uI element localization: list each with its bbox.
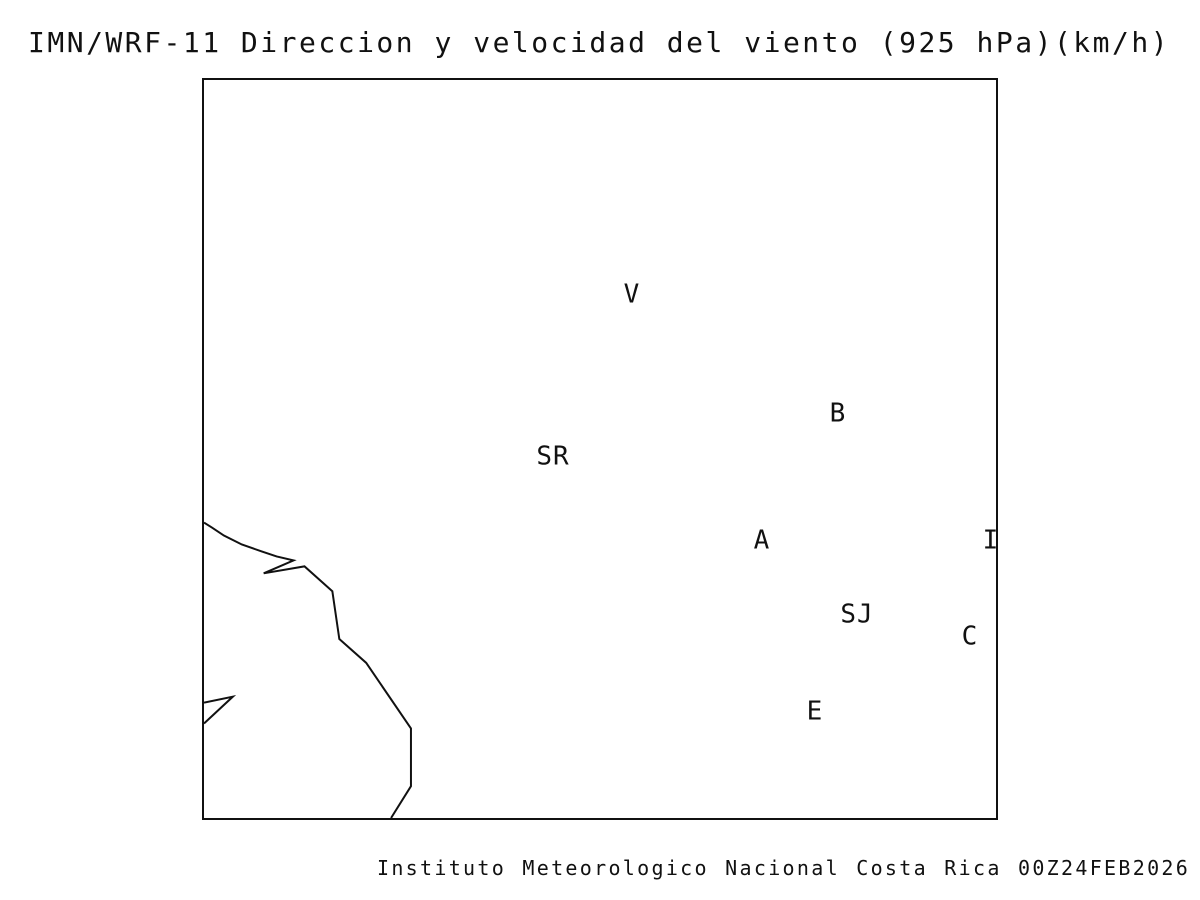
attribution-footer: Instituto Meteorologico Nacional Costa R… (377, 856, 1191, 880)
coastline-map (204, 521, 412, 818)
station-label-sj: SJ (840, 599, 874, 630)
chart-title: IMN/WRF-11 Direccion y velocidad del vie… (28, 26, 1171, 59)
station-label-a: A (753, 525, 771, 556)
map-plot-area: V B SR A I SJ C E (202, 78, 998, 820)
station-label-b: B (829, 398, 847, 429)
coastline-path (204, 521, 412, 818)
station-label-i: I (982, 525, 1000, 556)
station-label-e: E (806, 696, 824, 727)
station-label-v: V (623, 279, 641, 310)
coastline-inlet-path (204, 694, 237, 725)
station-label-sr: SR (536, 441, 570, 472)
station-label-c: C (961, 621, 979, 652)
